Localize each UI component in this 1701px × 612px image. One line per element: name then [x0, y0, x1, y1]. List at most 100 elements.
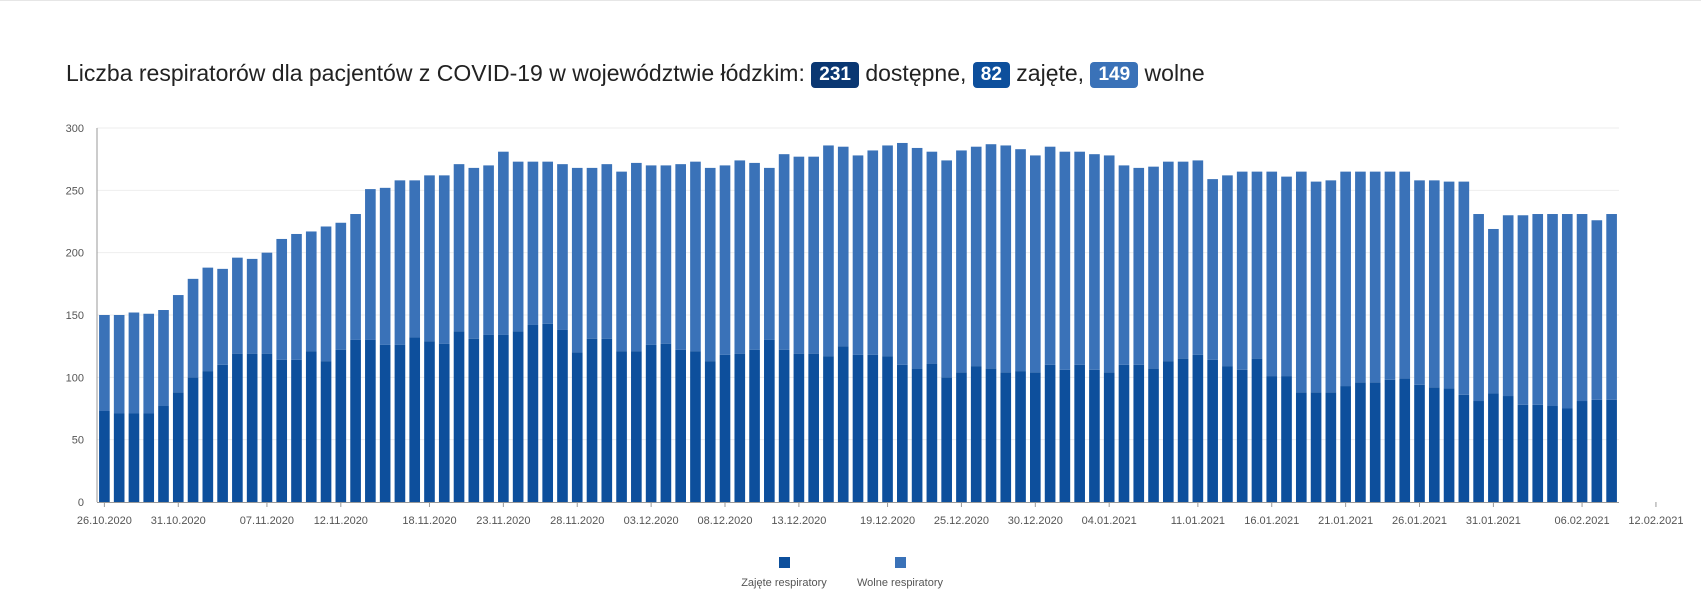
bar-occupied[interactable] [645, 344, 657, 502]
bar-free[interactable] [1222, 175, 1233, 367]
bar-occupied[interactable] [468, 338, 480, 502]
bar-occupied[interactable] [483, 334, 494, 502]
bar-occupied[interactable] [187, 377, 199, 502]
bar-occupied[interactable] [527, 324, 539, 502]
bar-occupied[interactable] [1399, 378, 1411, 502]
bar-free[interactable] [1325, 180, 1337, 393]
bar-occupied[interactable] [335, 349, 347, 502]
bar-occupied[interactable] [128, 413, 140, 502]
bar-occupied[interactable] [276, 359, 288, 502]
bar-occupied[interactable] [1118, 364, 1130, 502]
bar-occupied[interactable] [1236, 369, 1248, 502]
bar-occupied[interactable] [291, 359, 302, 502]
bar-free[interactable] [704, 167, 716, 362]
bar-occupied[interactable] [1281, 376, 1292, 502]
bar-occupied[interactable] [1266, 376, 1278, 502]
bar-occupied[interactable] [852, 354, 864, 502]
bar-occupied[interactable] [1015, 371, 1026, 502]
bar-free[interactable] [1561, 214, 1573, 409]
bar-occupied[interactable] [1369, 382, 1381, 502]
bar-free[interactable] [1517, 215, 1529, 405]
bar-free[interactable] [1015, 149, 1026, 372]
bar-free[interactable] [1236, 171, 1248, 370]
bar-free[interactable] [128, 312, 140, 414]
bar-free[interactable] [1251, 171, 1263, 359]
bar-occupied[interactable] [882, 356, 893, 502]
bar-occupied[interactable] [1458, 394, 1470, 502]
bar-occupied[interactable] [232, 353, 243, 502]
bar-free[interactable] [867, 150, 879, 355]
bar-occupied[interactable] [808, 353, 819, 502]
bar-occupied[interactable] [704, 361, 716, 502]
bar-free[interactable] [350, 214, 361, 340]
bar-occupied[interactable] [956, 372, 967, 502]
bar-free[interactable] [616, 171, 627, 352]
bar-free[interactable] [202, 267, 214, 372]
bar-occupied[interactable] [586, 338, 598, 502]
bar-free[interactable] [1000, 145, 1012, 373]
bar-occupied[interactable] [438, 343, 450, 502]
bar-occupied[interactable] [1089, 369, 1100, 502]
bar-occupied[interactable] [1517, 404, 1529, 502]
bar-free[interactable] [320, 226, 332, 362]
bar-free[interactable] [305, 231, 317, 352]
bar-occupied[interactable] [1000, 372, 1012, 502]
bar-occupied[interactable] [217, 364, 228, 502]
bar-free[interactable] [1059, 151, 1071, 370]
bar-occupied[interactable] [867, 354, 879, 502]
bar-free[interactable] [158, 310, 169, 406]
bar-occupied[interactable] [172, 392, 184, 502]
bar-free[interactable] [512, 161, 524, 332]
bar-free[interactable] [1133, 167, 1145, 365]
bar-free[interactable] [719, 165, 731, 355]
bar-free[interactable] [690, 161, 701, 352]
bar-free[interactable] [808, 156, 819, 354]
bar-free[interactable] [645, 165, 657, 345]
bar-free[interactable] [1606, 214, 1617, 400]
bar-occupied[interactable] [793, 353, 805, 502]
bar-free[interactable] [749, 162, 760, 350]
bar-free[interactable] [941, 160, 952, 378]
bar-occupied[interactable] [453, 331, 465, 502]
bar-occupied[interactable] [926, 363, 938, 502]
bar-free[interactable] [394, 180, 406, 345]
bar-free[interactable] [1089, 154, 1100, 370]
bar-free[interactable] [1473, 214, 1484, 402]
bar-free[interactable] [276, 238, 288, 360]
bar-occupied[interactable] [1591, 399, 1603, 502]
bar-free[interactable] [837, 146, 849, 347]
bar-occupied[interactable] [498, 334, 509, 502]
bar-occupied[interactable] [778, 349, 790, 502]
bar-occupied[interactable] [1222, 366, 1233, 502]
bar-occupied[interactable] [941, 377, 952, 502]
bar-free[interactable] [1162, 161, 1174, 362]
bar-free[interactable] [1384, 171, 1396, 380]
bar-free[interactable] [764, 167, 775, 340]
bar-occupied[interactable] [542, 323, 554, 502]
bar-free[interactable] [852, 155, 864, 355]
bar-free[interactable] [956, 150, 967, 373]
bar-free[interactable] [1118, 165, 1130, 365]
bar-free[interactable] [985, 144, 997, 369]
bar-occupied[interactable] [1488, 393, 1499, 502]
bar-free[interactable] [1399, 171, 1411, 379]
bar-free[interactable] [1576, 214, 1588, 402]
bar-free[interactable] [217, 268, 228, 365]
bar-occupied[interactable] [616, 351, 627, 502]
bar-free[interactable] [1414, 180, 1425, 385]
bar-free[interactable] [498, 151, 509, 335]
bar-free[interactable] [1281, 176, 1292, 377]
bar-occupied[interactable] [113, 413, 125, 502]
bar-free[interactable] [468, 167, 480, 339]
bar-occupied[interactable] [1414, 384, 1425, 502]
bar-occupied[interactable] [1044, 364, 1056, 502]
bar-free[interactable] [1488, 228, 1499, 394]
bar-free[interactable] [793, 156, 805, 354]
bar-occupied[interactable] [749, 349, 760, 502]
legend-swatch-occupied[interactable] [779, 557, 790, 568]
bar-occupied[interactable] [1325, 392, 1337, 502]
bar-occupied[interactable] [350, 339, 361, 502]
bar-occupied[interactable] [557, 329, 568, 502]
bar-occupied[interactable] [1532, 404, 1544, 502]
bar-occupied[interactable] [261, 353, 273, 502]
